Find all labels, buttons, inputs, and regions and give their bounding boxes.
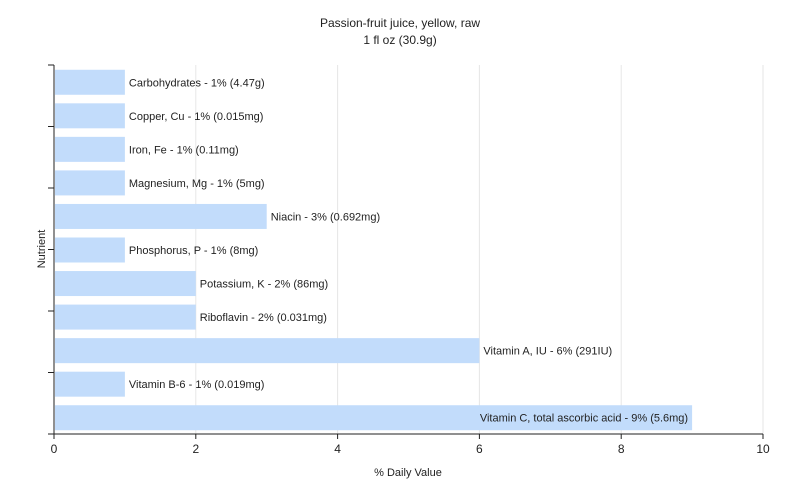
- bar: [55, 271, 196, 297]
- chart-title: Passion-fruit juice, yellow, raw: [320, 16, 480, 30]
- y-axis-title: Nutrient: [36, 230, 48, 269]
- x-axis-title: % Daily Value: [374, 467, 442, 479]
- bar-label: Carbohydrates - 1% (4.47g): [129, 77, 265, 89]
- x-tick-label: 0: [51, 442, 58, 456]
- chart-subtitle: 1 fl oz (30.9g): [363, 33, 436, 47]
- bar: [55, 237, 125, 263]
- x-tick-label: 6: [476, 442, 483, 456]
- x-tick-label: 2: [192, 442, 199, 456]
- bar: [55, 69, 125, 95]
- bar-label: Vitamin C, total ascorbic acid - 9% (5.6…: [480, 413, 688, 425]
- bar: [55, 371, 125, 397]
- bar-label: Potassium, K - 2% (86mg): [200, 279, 328, 291]
- bar: [55, 304, 196, 330]
- bar: [55, 338, 480, 364]
- axes: 0 2 4 6 8 10: [48, 64, 770, 456]
- bar-label: Niacin - 3% (0.692mg): [271, 211, 380, 223]
- bar-label: Riboflavin - 2% (0.031mg): [200, 312, 327, 324]
- grid-lines: [195, 65, 764, 434]
- bar: [55, 405, 693, 431]
- x-tick-label: 8: [618, 442, 625, 456]
- bar-label: Magnesium, Mg - 1% (5mg): [129, 178, 265, 190]
- bar-label: Iron, Fe - 1% (0.11mg): [129, 144, 239, 156]
- bar-label: Copper, Cu - 1% (0.015mg): [129, 111, 264, 123]
- bar: [55, 136, 125, 162]
- bar: [55, 203, 267, 229]
- bar-label: Vitamin B-6 - 1% (0.019mg): [129, 379, 265, 391]
- x-tick-label: 4: [334, 442, 341, 456]
- bar-label: Phosphorus, P - 1% (8mg): [129, 245, 258, 257]
- bar: [55, 170, 125, 196]
- bar-label: Vitamin A, IU - 6% (291IU): [483, 346, 612, 358]
- bars: Carbohydrates - 1% (4.47g) Copper, Cu - 1…: [55, 69, 693, 431]
- bar: [55, 103, 125, 129]
- x-tick-label: 10: [756, 442, 770, 456]
